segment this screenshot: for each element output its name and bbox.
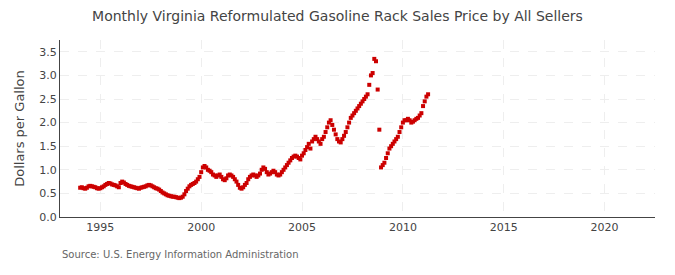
svg-text:2015: 2015 [490, 221, 518, 234]
svg-text:0.5: 0.5 [39, 187, 57, 200]
svg-text:2005: 2005 [288, 221, 316, 234]
svg-text:0.0: 0.0 [39, 211, 57, 224]
svg-text:2010: 2010 [389, 221, 417, 234]
svg-text:2.5: 2.5 [39, 93, 57, 106]
svg-text:1.5: 1.5 [39, 140, 57, 153]
svg-text:3.5: 3.5 [39, 46, 57, 59]
svg-text:Monthly Virginia Reformulated: Monthly Virginia Reformulated Gasoline R… [92, 8, 583, 24]
svg-text:2.0: 2.0 [39, 116, 57, 129]
svg-text:Dollars per Gallon: Dollars per Gallon [12, 70, 27, 187]
svg-text:1995: 1995 [86, 221, 114, 234]
svg-text:Source: U.S. Energy Informatio: Source: U.S. Energy Information Administ… [62, 249, 299, 260]
svg-text:2000: 2000 [187, 221, 215, 234]
svg-text:2020: 2020 [591, 221, 619, 234]
svg-text:3.0: 3.0 [39, 69, 57, 82]
svg-text:1.0: 1.0 [39, 164, 57, 177]
